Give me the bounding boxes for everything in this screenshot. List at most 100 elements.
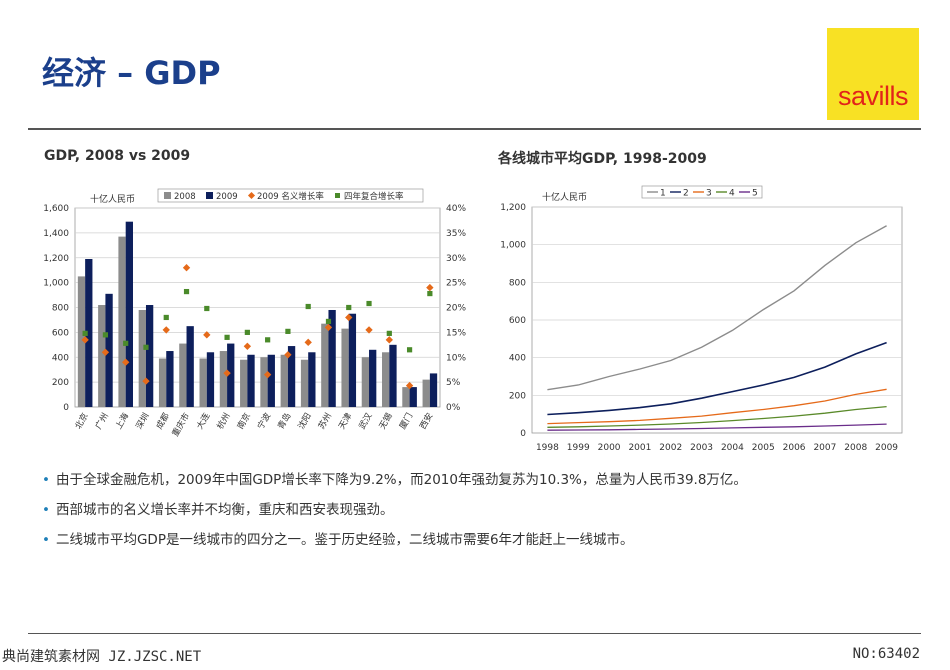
bar-2008 — [382, 352, 390, 407]
bar-2008 — [341, 328, 349, 407]
series-line-4 — [547, 405, 887, 428]
marker-nominal-growth — [243, 342, 252, 350]
marker-cagr — [224, 334, 230, 340]
marker-cagr — [265, 337, 271, 343]
legend-label-2: 2 — [683, 189, 689, 199]
bar-2009 — [409, 387, 417, 407]
series-line-1 — [547, 225, 887, 391]
y-axis-label: 十亿人民币 — [542, 191, 587, 203]
y-tick-label: 1,400 — [43, 229, 69, 239]
x-tick-label: 南京 — [235, 411, 253, 431]
marker-nominal-growth — [142, 377, 150, 385]
x-tick-label: 2006 — [783, 443, 806, 453]
y2-tick-label: 0% — [446, 403, 461, 413]
x-tick-label: 2004 — [721, 443, 744, 453]
x-tick-label: 天津 — [336, 411, 354, 432]
bar-2008 — [179, 343, 187, 407]
bar-2008 — [240, 359, 248, 407]
bullet-item: • 由于全球金融危机，2009年中国GDP增长率下降为9.2%，而2010年强劲复… — [42, 472, 747, 488]
bullet-item: • 二线城市平均GDP是一线城市的四分之一。鉴于历史经验，二线城市需要6年才能赶上… — [42, 532, 634, 548]
marker-cagr — [204, 305, 210, 312]
x-tick-label: 青岛 — [275, 411, 293, 431]
bar-2009 — [105, 293, 113, 407]
marker-cagr — [123, 340, 129, 346]
bar-2008 — [402, 387, 410, 407]
bar-2008 — [199, 358, 207, 407]
marker-cagr — [386, 330, 392, 336]
marker-cagr — [305, 303, 311, 310]
footer-watermark: 典尚建筑素材网 JZ.JZSC.NET — [2, 649, 202, 665]
x-tick-label: 宁波 — [255, 411, 273, 432]
x-tick-label: 重庆市 — [170, 411, 193, 439]
x-tick-label: 2005 — [752, 443, 775, 453]
bar-2009 — [166, 351, 174, 407]
marker-cagr — [346, 304, 352, 311]
bar-2009 — [227, 343, 235, 407]
x-tick-label: 成都 — [154, 411, 172, 432]
bar-2008 — [138, 309, 146, 407]
x-tick-label: 2000 — [598, 443, 621, 453]
x-tick-label: 无锡 — [378, 411, 395, 431]
bar-2009 — [267, 354, 275, 407]
y-tick-label: 200 — [52, 378, 69, 388]
x-tick-label: 1999 — [567, 443, 590, 453]
legend-swatch-2009 — [206, 192, 213, 199]
y2-tick-label: 35% — [446, 229, 466, 239]
bar-2009 — [206, 352, 215, 407]
x-tick-label: 2003 — [690, 443, 713, 453]
legend-label-3: 3 — [706, 189, 712, 199]
header-divider — [28, 128, 921, 130]
y-tick-label: 0 — [520, 429, 526, 439]
marker-cagr — [366, 300, 372, 307]
bar-2008 — [77, 276, 86, 407]
legend-label-2009: 2009 — [216, 192, 238, 202]
x-tick-label: 厦门 — [397, 411, 415, 431]
y-axis-label: 十亿人民币 — [90, 193, 135, 205]
marker-nominal-growth — [324, 323, 333, 332]
bar-2008 — [219, 351, 228, 407]
x-tick-label: 2007 — [813, 443, 836, 453]
x-tick-label: 2001 — [628, 443, 651, 453]
marker-cagr — [244, 329, 250, 335]
x-tick-label: 大连 — [194, 411, 212, 432]
marker-cagr — [427, 290, 433, 297]
bar-2008 — [422, 379, 430, 407]
legend-label-cagr: 四年复合增长率 — [344, 191, 404, 202]
x-tick-label: 西安 — [417, 411, 435, 431]
marker-cagr — [325, 318, 332, 325]
marker-nominal-growth — [81, 336, 89, 344]
y-tick-label: 200 — [509, 391, 526, 401]
bar-2009 — [389, 344, 397, 407]
x-tick-label: 上海 — [113, 411, 131, 432]
line-legend: 1 2 3 4 5 — [641, 185, 763, 199]
y2-tick-label: 40% — [446, 204, 466, 214]
legend-label-2008: 2008 — [174, 192, 196, 202]
bar-2008 — [361, 357, 370, 407]
x-tick-label: 1998 — [536, 443, 559, 453]
legend-label-4: 4 — [729, 189, 735, 199]
y-tick-label: 600 — [52, 328, 69, 338]
y2-tick-label: 20% — [446, 304, 466, 314]
marker-nominal-growth — [203, 331, 211, 339]
savills-logo: savills — [827, 28, 919, 120]
marker-cagr — [102, 332, 109, 338]
marker-nominal-growth — [385, 336, 393, 344]
left-chart-subtitle: GDP, 2008 vs 2009 — [44, 148, 191, 164]
bar-2008 — [300, 359, 309, 407]
bar-2009 — [429, 373, 438, 407]
bullet-list: • 由于全球金融危机，2009年中国GDP增长率下降为9.2%，而2010年强劲复… — [42, 468, 922, 558]
y-tick-label: 800 — [509, 278, 526, 288]
avg-gdp-line-chart: 0 200 400 600 800 1,000 1,200 1998 1999 2000 2001 2… — [500, 185, 903, 453]
y-tick-label: 800 — [52, 304, 69, 314]
y-tick-label: 600 — [509, 316, 526, 326]
footer-number: NO:63402 — [852, 646, 920, 662]
legend-label-nominal: 2009 名义增长率 — [257, 191, 324, 202]
series-line-2 — [547, 341, 887, 416]
legend-swatch-2008 — [164, 192, 171, 199]
footer-divider — [28, 633, 921, 634]
y-tick-label: 1,000 — [43, 279, 69, 289]
legend-swatch-cagr — [335, 193, 340, 198]
marker-cagr — [285, 328, 291, 334]
series-line-3 — [547, 388, 887, 425]
x-tick-label: 2002 — [659, 443, 682, 453]
